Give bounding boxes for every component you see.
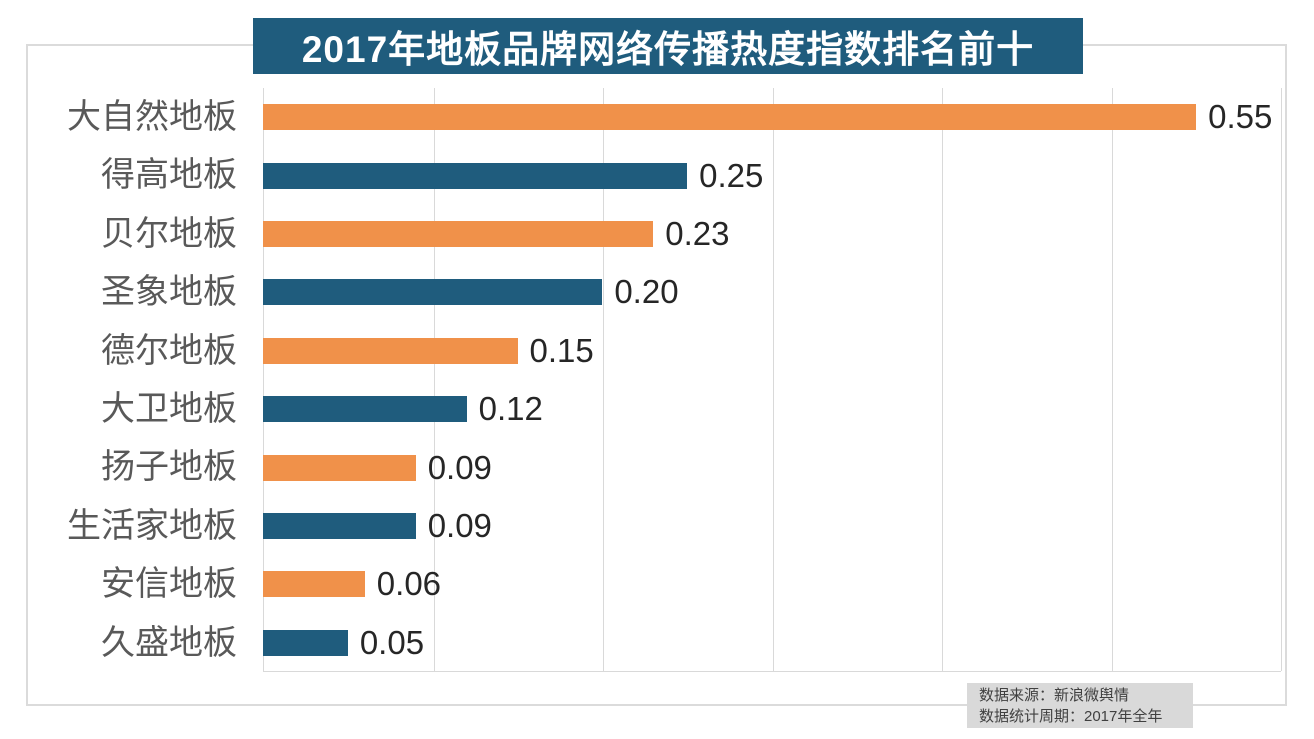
bar-row: 得高地板 0.25 [101,146,1281,204]
source-line-2: 数据统计周期：2017年全年 [979,708,1163,725]
gridline [433,88,435,671]
category-label: 贝尔地板 [101,214,237,253]
gridline [1111,88,1113,671]
plot-area [263,88,1282,672]
value-label: 0.23 [665,214,730,252]
bar [263,454,416,481]
gridline [772,88,774,671]
bar [263,337,518,364]
bar [263,220,654,247]
value-label: 0.55 [1208,98,1273,136]
bar-row: 生活家地板 0.09 [67,497,1281,555]
bar [263,629,348,656]
category-label: 扬子地板 [101,448,237,487]
value-label: 0.05 [359,623,425,661]
bar [263,279,603,306]
bar-row: 大卫地板 0.12 [101,380,1281,438]
value-label: 0.20 [614,273,679,311]
category-label: 得高地板 [101,156,237,195]
value-label: 0.09 [427,448,492,486]
bar-row: 扬子地板 0.09 [101,438,1281,496]
bar-row: 安信地板 0.06 [101,555,1281,613]
category-label: 生活家地板 [67,506,237,545]
bar-row: 贝尔地板 0.23 [101,205,1281,263]
category-label: 久盛地板 [101,623,237,662]
bar-rows: 大自然地板 0.55 得高地板 0.25 贝尔地板 0.23 圣象地板 0.20 德尔地板 0.1… [67,88,1281,672]
gridline [603,88,604,671]
bar-row: 久盛地板 0.05 [101,614,1281,672]
value-label: 0.12 [478,390,543,428]
value-label: 0.06 [376,565,442,603]
source-line-1: 数据来源：新浪微舆情 [979,687,1130,704]
category-label: 圣象地板 [101,273,237,312]
source-box: 数据来源：新浪微舆情 数据统计周期：2017年全年 [967,683,1193,728]
bar-row: 大自然地板 0.55 [67,88,1281,146]
category-label: 德尔地板 [101,331,237,370]
value-label: 0.09 [427,506,492,544]
bar-row: 圣象地板 0.20 [101,263,1281,321]
chart-frame [26,44,1287,706]
chart-title: 2017年地板品牌网络传播热度指数排名前十 [253,18,1083,74]
value-label: 0.15 [529,331,594,369]
gridline [942,88,943,671]
category-label: 大自然地板 [67,98,237,136]
gridline [1281,88,1282,671]
bar [263,571,365,598]
bar-row: 德尔地板 0.15 [101,322,1281,380]
category-label: 安信地板 [101,565,237,604]
bar [263,104,1197,131]
bar [263,512,416,539]
category-label: 大卫地板 [101,390,237,428]
value-label: 0.25 [699,156,764,194]
bar [263,162,688,189]
bar [263,396,467,423]
